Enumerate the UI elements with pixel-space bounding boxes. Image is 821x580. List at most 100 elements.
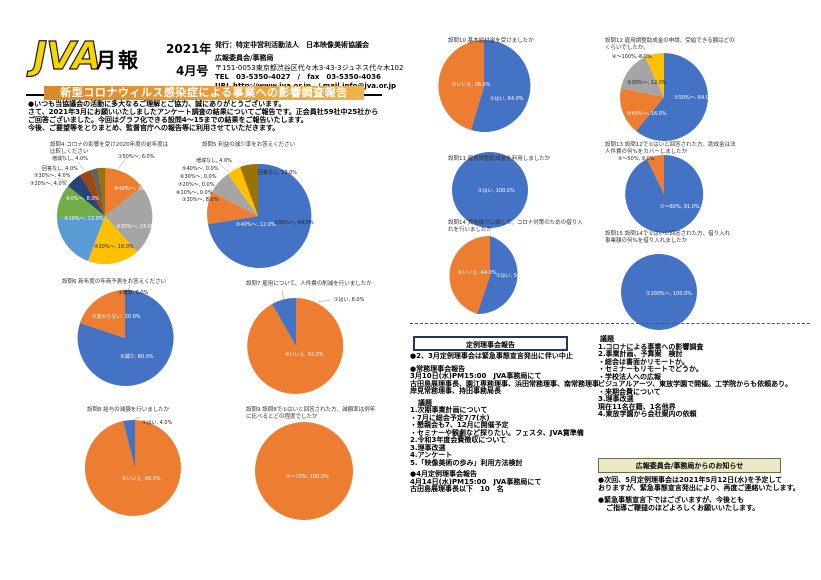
jva-logo: JVA bbox=[32, 34, 102, 78]
q5-label: 増減なし, 4.0% bbox=[196, 158, 232, 164]
q4-label: ⑤10%～, 12.0% bbox=[64, 216, 104, 222]
q7-label: ①はい, 8.0% bbox=[334, 297, 365, 303]
q5-label: ③30%～, 8.0% bbox=[182, 197, 219, 203]
publisher-address: 〒151-0053東京都渋谷区代々木3-43-3ジュネス代々木102 bbox=[215, 64, 404, 72]
q5-slice bbox=[212, 174, 258, 216]
q8-label: ①はい, 4.0% bbox=[142, 420, 173, 426]
q5-slice bbox=[208, 163, 312, 268]
q14-label: ①はい, 56.0% bbox=[496, 273, 530, 279]
q10-label: ①はい, 64.0% bbox=[490, 96, 524, 102]
board-line: 3月10日(水)PM15:00 JVA事務局にて bbox=[410, 372, 542, 380]
chart-q5 bbox=[207, 163, 312, 268]
q4-label: ⑥0%～, 8.0% bbox=[66, 196, 100, 202]
board-line: 2.令和3年度会費徴収について bbox=[410, 436, 507, 444]
q5-label: ⑧10%～, 0.0% bbox=[176, 190, 213, 196]
q12-slice bbox=[645, 52, 664, 97]
q13-label: ①～60%, 91.0% bbox=[660, 204, 700, 210]
agenda-line: 2.事業計画、予算案 検討 bbox=[598, 350, 683, 358]
monthly-title: 月報 bbox=[96, 48, 140, 72]
q4-label: ①50%～, 6.0% bbox=[118, 154, 155, 160]
q5-title: 設問5 利益の減少率をお答えください bbox=[202, 142, 296, 148]
q4-slice bbox=[105, 168, 142, 216]
chart-q10 bbox=[438, 39, 531, 132]
q12-slice bbox=[621, 57, 664, 97]
agenda-line: 1.コロナによる事業への影響調査 bbox=[598, 342, 704, 351]
board-line: ・7月に総会予定7/7(水) bbox=[410, 413, 490, 422]
q8-label: ②いいえ, 96.0% bbox=[122, 476, 161, 482]
intro-line: ご回答ございました。今回はグラフ化できる設問4～15までの結果をご報告いたします… bbox=[28, 116, 308, 124]
q14-title: 設問14 資金繰りに関して、コロナ対策のための借り入れを行いましたか bbox=[448, 220, 583, 233]
q5-label: ⑦20%～, 0.0% bbox=[178, 182, 215, 188]
q11-title: 設問11 雇用調整助成金を利用しましたか bbox=[448, 156, 551, 162]
publisher-line: 発行：特定非営利活動法人 日本映像美術協議会 bbox=[215, 41, 369, 49]
q8-title: 設問8 給与の減額を行いましたか bbox=[87, 407, 170, 413]
q4-slice bbox=[57, 216, 105, 261]
q7-label: ②いいえ, 92.0% bbox=[285, 352, 324, 358]
board-line: ●常務理事会報告 bbox=[410, 364, 466, 373]
publisher-line: 広報委員会/事務局 bbox=[215, 54, 274, 62]
q4-label: 回答なし, 4.0% bbox=[42, 166, 78, 172]
board-line: ・懇親会も7、12月に開催予定 bbox=[410, 421, 509, 429]
q8-slice bbox=[123, 419, 135, 468]
q4-label: 増減なし, 4.0% bbox=[52, 156, 88, 162]
q15-label: ①100%～, 100.0% bbox=[646, 291, 693, 297]
q4-title: 設問4 コロナの影響を受け2020年度の前年度は比較しください bbox=[50, 142, 169, 155]
notice-line: おりますが、緊急事態宣言発出により、再度ご連絡いたします。 bbox=[598, 483, 800, 492]
q10-slice bbox=[438, 40, 484, 130]
agenda-line: 4.東放学園から会社案内の依頼 bbox=[598, 410, 697, 418]
board-line: 5.「映像美術の歩み」利用方法検討 bbox=[410, 458, 523, 467]
q6-label: ①増加, 0.0% bbox=[118, 290, 149, 296]
q7-title: 設問7 雇用について、人件費の削減を行いましたか bbox=[246, 281, 372, 287]
q4-slice bbox=[56, 186, 105, 218]
notice-body: ●次回、5月定例理事会は2021年5月12日(水)を予定して おりますが、緊急事… bbox=[598, 476, 800, 512]
q5-label: ①50%～, 64.0% bbox=[274, 220, 314, 226]
agenda-line: 3.理事改選 bbox=[598, 395, 634, 403]
agenda-line: ・セミナーもリモートでどうか。 bbox=[598, 365, 703, 373]
board-line: 4月14日(水)PM15:00 JVA事務局にて bbox=[410, 477, 542, 486]
agenda-line: ビジュアルアーツ、東放学園で開催。工学院からも依頼あり。 bbox=[598, 380, 793, 388]
q10-label: ②いいえ, 36.0% bbox=[452, 82, 491, 88]
q14-label: ②いいえ, 44.0% bbox=[458, 270, 497, 276]
q7-slice bbox=[247, 298, 344, 394]
board-line: 岸見常務理事、持田事務局長 bbox=[410, 387, 501, 395]
q14-slice bbox=[477, 236, 518, 315]
q10-slice bbox=[471, 39, 531, 132]
chart-q11 bbox=[452, 152, 528, 228]
q5-slice bbox=[207, 192, 258, 224]
q13-title: 設問13 設問12で①はいと回答された方、助成金は法人件費の何%をカバーしました… bbox=[605, 142, 736, 155]
q4-slice bbox=[98, 167, 105, 216]
notice-line: ご指導ご鞭撻のほどよろしくお願いいたします。 bbox=[606, 503, 760, 512]
agenda-line: ・来期会費について bbox=[598, 387, 661, 396]
intro-line: さて、2021年3月にお願いいたしましたアンケート調査の結果についてご報告です。… bbox=[28, 108, 379, 116]
board-line: 古田島展理事長、園江専務理事、浜田常務理事、南常務理事 bbox=[410, 379, 599, 388]
board-line: ●2、3月定例理事会は緊急事態宣言発出に伴い中止 bbox=[410, 352, 573, 360]
chart-q13 bbox=[625, 154, 704, 233]
chart-q4 bbox=[56, 167, 153, 265]
q5-label: 回答なし, 12.0% bbox=[258, 170, 298, 176]
chart-q14 bbox=[449, 235, 518, 315]
board-line: 3.理事改選 bbox=[410, 443, 446, 452]
q12-label: ①50%～, 64.0% bbox=[674, 95, 714, 101]
intro-line: 今後、ご要望等をとりまとめ、監督官庁への報告等に利用させていただきます。 bbox=[28, 124, 280, 132]
board-line: ・セミナーや観劇など探りたい。フェスタ、JVA賞準備 bbox=[410, 428, 584, 437]
q15-title: 設問15 設問14で①はいと回答された方、借り入れ事業額の何%を借り入れましたか bbox=[605, 231, 731, 244]
chart-q8 bbox=[84, 419, 181, 516]
article-title: 新型コロナウィルス感染症による事業への影響調査報告 bbox=[44, 86, 364, 100]
q12-label: ②40%～, 16.0% bbox=[627, 111, 667, 117]
chart-q9 bbox=[255, 422, 353, 520]
q12-slice bbox=[620, 88, 664, 131]
intro-line: ●いつも当協議会の活動に多大なるご理解とご協力、誠にありがとうございます。 bbox=[28, 100, 286, 108]
chart-q6 bbox=[77, 289, 174, 386]
q6-slice bbox=[80, 290, 125, 338]
q6-title: 設問6 新年度の年商予測をお答えください bbox=[62, 279, 167, 285]
q4-label: ④20%～, 16.0% bbox=[94, 244, 134, 250]
q4-slice bbox=[105, 187, 153, 252]
q14-slice bbox=[449, 235, 490, 314]
q6-label: ②変わらない, 20.0% bbox=[92, 314, 141, 320]
q4-slice bbox=[91, 168, 105, 216]
q12-title: 設問12 雇用調整助成金の申請、受給できる額はどのくらいでしたか。 bbox=[605, 38, 735, 51]
q4-slice bbox=[68, 175, 105, 216]
q10-title: 設問10 基本給付金を受けましたか bbox=[448, 38, 534, 44]
q4-label: ②40%～, 20.0% bbox=[114, 186, 154, 192]
